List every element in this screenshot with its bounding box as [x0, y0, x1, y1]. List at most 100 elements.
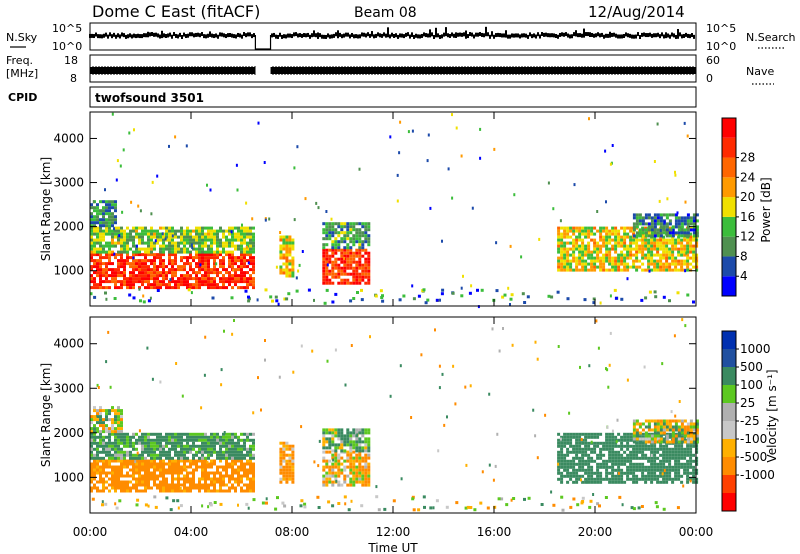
heatmap-cell	[575, 432, 579, 436]
heatmap-cell	[279, 253, 283, 257]
heatmap-cell	[650, 247, 654, 251]
heatmap-speck	[190, 243, 193, 247]
heatmap-cell	[144, 438, 147, 442]
heatmap-cell	[237, 453, 240, 457]
heatmap-cell	[623, 450, 627, 454]
heatmap-cell	[671, 434, 675, 438]
heatmap-speck	[159, 380, 162, 384]
heatmap-cell	[138, 483, 141, 487]
heatmap-cell	[108, 247, 111, 251]
heatmap-cell	[614, 450, 618, 454]
heatmap-cell	[572, 238, 576, 242]
heatmap-cell	[204, 432, 207, 436]
heatmap-cell	[102, 235, 105, 239]
heatmap-cell	[692, 432, 696, 436]
heatmap-cell	[246, 486, 249, 490]
heatmap-cell	[325, 272, 329, 276]
heatmap-cell	[605, 229, 609, 233]
heatmap-cell	[153, 229, 156, 233]
heatmap-cell	[337, 468, 341, 472]
heatmap-cell	[177, 268, 180, 272]
heatmap-cell	[120, 486, 123, 490]
heatmap-cell	[189, 480, 192, 484]
heatmap-cell	[641, 447, 645, 451]
heatmap-cell	[96, 262, 99, 266]
heatmap-cell	[566, 256, 570, 260]
heatmap-cell	[337, 453, 341, 457]
heatmap-cell	[608, 229, 612, 233]
heatmap-cell	[162, 480, 165, 484]
heatmap-cell	[686, 225, 690, 229]
heatmap-cell	[656, 213, 660, 217]
heatmap-cell	[680, 265, 684, 269]
heatmap-cell	[159, 265, 162, 269]
heatmap-cell	[328, 222, 332, 226]
heatmap-cell	[671, 244, 675, 248]
heatmap-cell	[108, 489, 111, 493]
heatmap-cell	[252, 489, 255, 493]
heatmap-cell	[153, 465, 156, 469]
heatmap-cell	[331, 281, 335, 285]
heatmap-cell	[635, 244, 639, 248]
heatmap-cell	[225, 465, 228, 469]
heatmap-cell	[192, 435, 195, 439]
heatmap-cell	[617, 265, 621, 269]
heatmap-speck	[471, 206, 474, 210]
heatmap-cell	[614, 226, 618, 230]
heatmap-cell	[563, 241, 567, 245]
heatmap-cell	[132, 277, 135, 281]
heatmap-cell	[189, 238, 192, 242]
heatmap-speck	[295, 289, 299, 293]
heatmap-cell	[132, 226, 135, 230]
heatmap-cell	[120, 424, 123, 428]
heatmap-cell	[99, 415, 102, 419]
heatmap-cell	[590, 268, 594, 272]
heatmap-cell	[572, 462, 576, 466]
heatmap-cell	[288, 235, 292, 239]
heatmap-cell	[198, 280, 201, 284]
heatmap-cell	[665, 422, 669, 426]
heatmap-cell	[578, 253, 582, 257]
heatmap-cell	[557, 247, 561, 251]
heatmap-cell	[599, 250, 603, 254]
heatmap-cell	[677, 477, 681, 481]
heatmap-cell	[108, 459, 111, 463]
heatmap-cell	[608, 477, 612, 481]
heatmap-cell	[614, 262, 618, 266]
heatmap-cell	[204, 235, 207, 239]
heatmap-cell	[566, 265, 570, 269]
heatmap-speck	[356, 433, 359, 437]
heatmap-cell	[174, 274, 177, 278]
heatmap-cell	[557, 232, 561, 236]
heatmap-cell	[123, 283, 126, 287]
heatmap-cell	[171, 244, 174, 248]
heatmap-cell	[650, 256, 654, 260]
heatmap-cell	[584, 438, 588, 442]
heatmap-cell	[240, 456, 243, 460]
heatmap-cell	[186, 480, 189, 484]
heatmap-cell	[358, 465, 362, 469]
heatmap-cell	[93, 232, 96, 236]
heatmap-cell	[141, 474, 144, 478]
power-colorbar-swatch	[722, 197, 736, 217]
heatmap-cell	[659, 256, 663, 260]
heatmap-cell	[144, 250, 147, 254]
heatmap-cell	[659, 265, 663, 269]
heatmap-cell	[132, 259, 135, 263]
heatmap-cell	[177, 483, 180, 487]
heatmap-cell	[246, 280, 249, 284]
heatmap-cell	[671, 468, 675, 472]
heatmap-cell	[198, 435, 201, 439]
heatmap-cell	[129, 274, 132, 278]
heatmap-cell	[581, 244, 585, 248]
heatmap-cell	[659, 259, 663, 263]
heatmap-cell	[587, 474, 591, 478]
heatmap-cell	[358, 471, 362, 475]
heatmap-speck	[381, 294, 384, 298]
heatmap-speck	[663, 469, 666, 472]
heatmap-cell	[213, 262, 216, 266]
heatmap-cell	[246, 474, 249, 478]
heatmap-cell	[117, 450, 120, 454]
heatmap-cell	[96, 209, 99, 213]
heatmap-cell	[680, 259, 684, 263]
